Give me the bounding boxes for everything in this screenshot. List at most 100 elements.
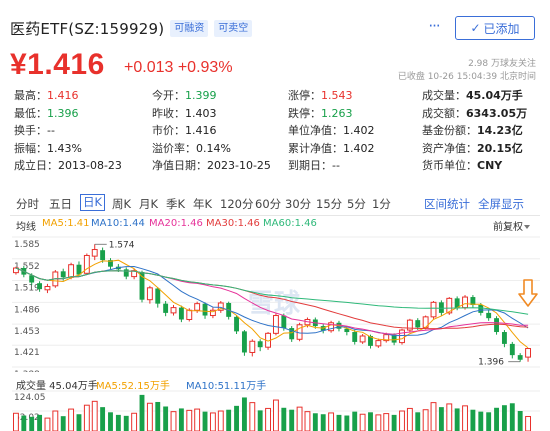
period-tabs: 分时 五日 日K 周K 月K 季K 年K 120分 60分 30分 15分 5分…	[16, 194, 536, 212]
volume-bar	[406, 407, 413, 431]
tag-short-sell[interactable]: 可卖空	[214, 19, 253, 37]
volume-bar	[368, 412, 373, 431]
candle	[430, 301, 437, 318]
volume-bar	[383, 413, 390, 431]
volume-bar	[186, 409, 193, 431]
volume-bar	[21, 415, 27, 431]
volume-tick-label: 62.02	[14, 413, 40, 423]
watchlist-added-label: 已添加	[483, 21, 520, 36]
candle	[406, 319, 413, 331]
candle	[446, 297, 453, 314]
volume-bar	[517, 411, 523, 431]
volume-bar	[163, 406, 169, 431]
tab-weekly-k[interactable]: 周K	[112, 197, 132, 211]
candle	[438, 302, 444, 313]
volume-bar	[454, 408, 460, 431]
min-price-label: 1.396	[478, 358, 504, 368]
stat-inception-date: 成立日：2013-08-23	[14, 159, 122, 172]
y-tick-label: 1.421	[14, 348, 40, 358]
stat-currency: 货币单位：CNY	[422, 159, 503, 172]
candle	[155, 288, 161, 304]
ma10-label: MA10:1.44	[91, 218, 145, 229]
volume-bar	[226, 409, 232, 431]
volume-bar	[37, 414, 43, 431]
volume-bar	[83, 404, 90, 431]
candle	[241, 331, 247, 353]
stat-turnover-amount: 成交额：6343.05万	[422, 106, 528, 120]
volume-bar	[209, 412, 216, 431]
tab-yearly-k[interactable]: 年K	[193, 197, 213, 211]
candle	[44, 285, 51, 291]
candle	[217, 302, 224, 311]
candle	[281, 315, 287, 329]
stat-premium-rate: 溢价率：0.14%	[152, 141, 231, 155]
volume-bar	[438, 407, 444, 431]
tab-monthly-k[interactable]: 月K	[139, 197, 159, 211]
candle	[478, 304, 484, 313]
followers-count[interactable]: 2.98 万球友关注	[468, 59, 536, 69]
fullscreen-link[interactable]: 全屏显示	[478, 197, 524, 211]
stat-nav-date: 净值日期：2023-10-25	[152, 159, 271, 172]
candle	[202, 303, 208, 316]
volume-bar	[312, 413, 318, 431]
volume-bar	[241, 397, 247, 431]
tab-60min[interactable]: 60分	[255, 197, 282, 211]
candle	[76, 264, 82, 275]
tab-30min[interactable]: 30分	[285, 197, 312, 211]
candle	[352, 332, 358, 342]
tab-5min[interactable]: 5分	[347, 197, 366, 211]
candle	[123, 269, 129, 277]
ma-line	[15, 259, 529, 349]
ma-title[interactable]: 均线	[16, 222, 36, 233]
tab-1min[interactable]: 1分	[372, 197, 391, 211]
y-tick-label: 1.388	[14, 370, 40, 372]
volume-ma5-label: MA5:52.15万手	[96, 381, 170, 392]
candle	[368, 335, 373, 346]
volume-chart[interactable]: 124.05 62.02	[0, 389, 550, 431]
volume-bar	[478, 411, 484, 431]
candle	[462, 296, 468, 309]
candle	[100, 250, 106, 261]
candle	[501, 332, 507, 344]
volume-bar	[352, 411, 358, 431]
ma5-label: MA5:1.41	[42, 218, 90, 229]
candle	[257, 341, 263, 348]
tab-intraday[interactable]: 分时	[16, 197, 39, 211]
candle	[391, 334, 397, 343]
volume-bar	[146, 402, 153, 431]
header: 医药ETF(SZ:159929) 可融资 可卖空	[10, 18, 253, 38]
adjust-dropdown[interactable]: 前复权	[493, 218, 530, 233]
candle	[108, 260, 113, 267]
volume-bar	[76, 414, 82, 431]
range-stats-link[interactable]: 区间统计	[424, 197, 470, 211]
ma-line	[15, 267, 529, 315]
candle	[209, 309, 216, 317]
check-icon: ✓	[470, 21, 481, 35]
tag-margin-buy[interactable]: 可融资	[170, 19, 209, 37]
more-options-button[interactable]: ···	[428, 17, 440, 35]
candle	[37, 283, 43, 290]
volume-bar	[178, 408, 184, 431]
stat-fund-shares: 基金份额：14.23亿	[422, 124, 523, 137]
candle	[415, 320, 421, 328]
tab-five-day[interactable]: 五日	[49, 197, 72, 211]
volume-bar	[446, 403, 453, 431]
tab-15min[interactable]: 15分	[316, 197, 343, 211]
tab-quarterly-k[interactable]: 季K	[166, 197, 186, 211]
volume-bar	[289, 409, 295, 431]
watchlist-added-button[interactable]: ✓ 已添加	[455, 16, 535, 40]
candle	[486, 312, 492, 319]
stat-maturity-date: 到期日：--	[288, 159, 340, 172]
y-tick-label: 1.519	[14, 284, 40, 294]
y-tick-label: 1.585	[14, 240, 40, 250]
tab-daily-k[interactable]: 日K	[80, 194, 106, 211]
stats-row: 换手：-- 市价：1.416 单位净值：1.402 基金份额：14.23亿	[14, 122, 544, 140]
volume-bar	[344, 415, 350, 431]
stat-limit-up: 涨停：1.543	[288, 89, 353, 102]
y-tick-label: 1.453	[14, 327, 40, 337]
tab-120min[interactable]: 120分	[220, 197, 254, 211]
current-price: ¥1.416	[10, 48, 105, 81]
volume-bar	[91, 400, 98, 431]
candle	[91, 249, 98, 257]
